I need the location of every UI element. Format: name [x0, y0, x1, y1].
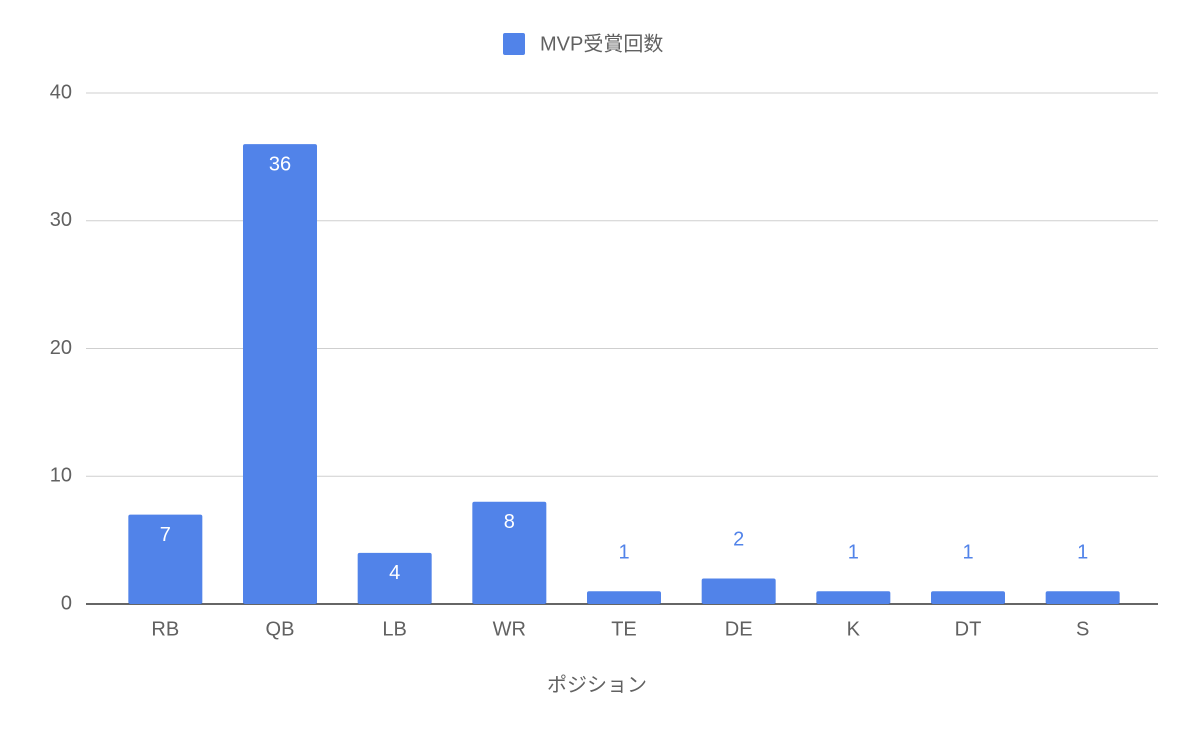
x-tick-label: DE — [725, 618, 753, 640]
data-label: 1 — [848, 542, 859, 564]
x-tick-label: LB — [382, 618, 406, 640]
bar — [243, 144, 317, 604]
bar — [701, 578, 776, 604]
y-tick-label: 10 — [50, 465, 72, 487]
x-tick-label: S — [1076, 618, 1089, 640]
y-tick-label: 0 — [61, 592, 72, 614]
x-tick-label: TE — [611, 618, 637, 640]
data-label: 1 — [1077, 542, 1088, 564]
data-label: 8 — [504, 511, 515, 533]
data-label: 1 — [618, 542, 629, 564]
bar — [1045, 591, 1120, 604]
legend-label: MVP受賞回数 — [540, 32, 663, 55]
bar — [587, 591, 661, 604]
data-label: 1 — [962, 542, 973, 564]
bar — [816, 591, 891, 604]
x-axis-label: ポジション — [547, 673, 647, 696]
data-label: 2 — [733, 529, 744, 551]
x-tick-label: RB — [151, 618, 179, 640]
x-tick-label: K — [847, 618, 861, 640]
data-label: 7 — [160, 524, 171, 546]
x-tick-label: QB — [266, 618, 295, 640]
data-label: 36 — [269, 153, 291, 175]
y-tick-label: 40 — [50, 81, 72, 103]
x-tick-label: DT — [955, 618, 982, 640]
bar — [357, 552, 432, 604]
y-tick-label: 30 — [50, 209, 72, 231]
y-tick-label: 20 — [50, 337, 72, 359]
bar — [931, 591, 1005, 604]
data-label: 4 — [389, 562, 400, 584]
bar — [472, 501, 547, 604]
x-tick-label: WR — [493, 618, 526, 640]
bar — [128, 514, 203, 604]
legend-swatch — [503, 33, 525, 55]
